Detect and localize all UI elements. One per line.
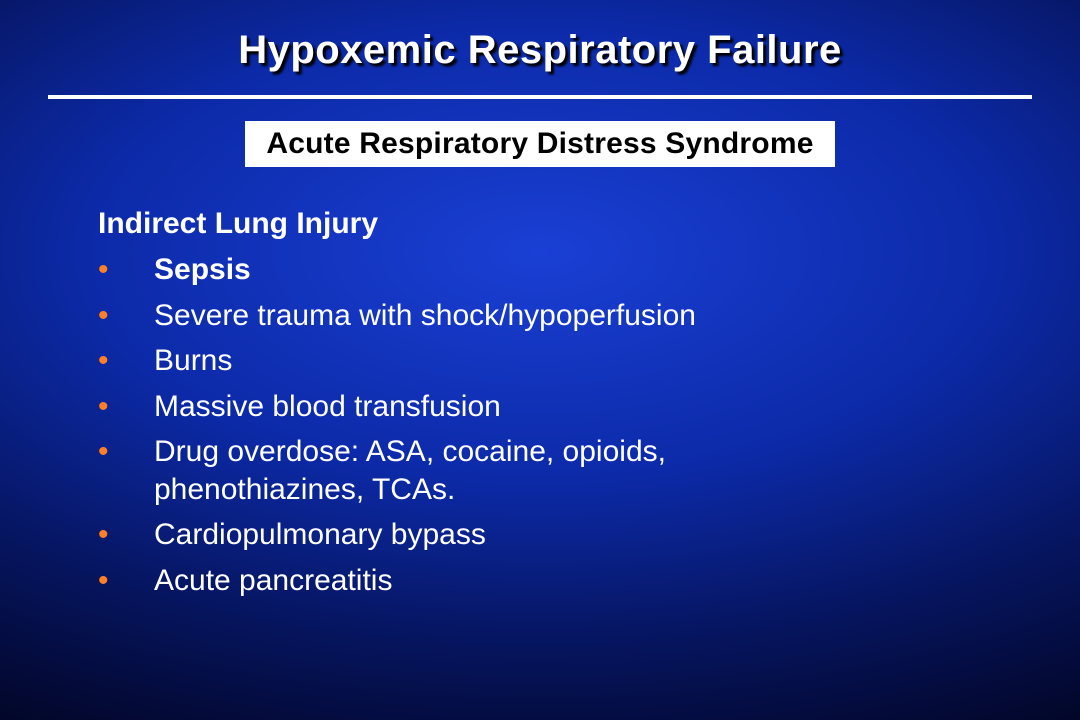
bullet-icon: • xyxy=(98,562,109,600)
bullet-list: • Sepsis • Severe trauma with shock/hypoper… xyxy=(98,251,978,599)
list-item-label: Drug overdose: ASA, cocaine, opioids, ph… xyxy=(154,435,666,506)
list-item-label: Massive blood transfusion xyxy=(154,390,501,423)
content-region: Indirect Lung Injury • Sepsis • Severe trau… xyxy=(98,207,978,599)
list-item: • Severe trauma with shock/hypoperfusion xyxy=(98,297,858,335)
list-item: • Burns xyxy=(98,342,858,380)
list-item: • Sepsis xyxy=(98,251,858,289)
bullet-icon: • xyxy=(98,297,109,335)
list-item-label: Cardiopulmonary bypass xyxy=(154,518,486,551)
bullet-icon: • xyxy=(98,388,109,426)
section-heading: Indirect Lung Injury xyxy=(98,207,978,241)
slide: Hypoxemic Respiratory Failure Acute Resp… xyxy=(0,0,1080,720)
list-item: • Drug overdose: ASA, cocaine, opioids, p… xyxy=(98,433,858,508)
bullet-icon: • xyxy=(98,433,109,471)
list-item-label: Burns xyxy=(154,344,232,377)
subtitle-box: Acute Respiratory Distress Syndrome xyxy=(245,121,835,167)
list-item-label: Severe trauma with shock/hypoperfusion xyxy=(154,299,696,332)
divider xyxy=(48,95,1032,99)
list-item-label: Acute pancreatitis xyxy=(154,564,392,597)
list-item-label: Sepsis xyxy=(154,253,251,286)
page-title: Hypoxemic Respiratory Failure xyxy=(0,0,1080,73)
list-item: • Cardiopulmonary bypass xyxy=(98,516,858,554)
bullet-icon: • xyxy=(98,516,109,554)
bullet-icon: • xyxy=(98,342,109,380)
list-item: • Acute pancreatitis xyxy=(98,562,858,600)
bullet-icon: • xyxy=(98,251,109,289)
list-item: • Massive blood transfusion xyxy=(98,388,858,426)
